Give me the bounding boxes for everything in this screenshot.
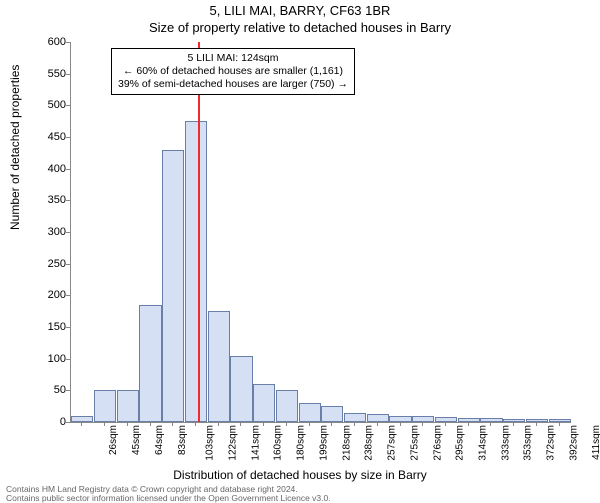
histogram-bar — [253, 384, 275, 422]
x-tick-label: 180sqm — [296, 425, 307, 461]
histogram-bar — [344, 413, 366, 423]
x-tick-mark — [104, 422, 105, 426]
x-tick-label: 392sqm — [568, 425, 579, 461]
y-tick-label: 150 — [6, 321, 66, 333]
annotation-line1: 5 LILI MAI: 124sqm — [118, 52, 348, 65]
chart-title: Size of property relative to detached ho… — [0, 20, 600, 35]
y-tick-label: 100 — [6, 353, 66, 365]
x-tick-label: 83sqm — [177, 425, 188, 455]
x-tick-mark — [240, 422, 241, 426]
annotation-line2: ← 60% of detached houses are smaller (1,… — [118, 65, 348, 78]
reference-line — [198, 42, 200, 422]
histogram-bar — [276, 390, 298, 422]
x-tick-label: 45sqm — [131, 425, 142, 455]
x-tick-label: 372sqm — [546, 425, 557, 461]
histogram-bar — [185, 121, 207, 422]
x-tick-label: 275sqm — [409, 425, 420, 461]
x-tick-mark — [263, 422, 264, 426]
x-tick-mark — [172, 422, 173, 426]
histogram-bar — [139, 305, 161, 422]
y-tick-mark — [66, 169, 70, 170]
y-tick-label: 350 — [6, 194, 66, 206]
x-tick-mark — [513, 422, 514, 426]
x-tick-mark — [286, 422, 287, 426]
x-tick-label: 141sqm — [250, 425, 261, 461]
x-tick-label: 333sqm — [500, 425, 511, 461]
x-tick-mark — [468, 422, 469, 426]
y-tick-label: 0 — [6, 416, 66, 428]
x-tick-mark — [331, 422, 332, 426]
x-tick-label: 257sqm — [387, 425, 398, 461]
y-tick-mark — [66, 327, 70, 328]
y-tick-mark — [66, 42, 70, 43]
histogram-bar — [549, 419, 571, 422]
histogram-bar — [299, 403, 321, 422]
y-tick-label: 600 — [6, 36, 66, 48]
y-tick-mark — [66, 422, 70, 423]
x-tick-label: 314sqm — [478, 425, 489, 461]
x-axis-label: Distribution of detached houses by size … — [0, 468, 600, 482]
x-tick-mark — [445, 422, 446, 426]
y-tick-label: 300 — [6, 226, 66, 238]
y-tick-label: 500 — [6, 99, 66, 111]
x-tick-label: 122sqm — [228, 425, 239, 461]
x-tick-label: 160sqm — [273, 425, 284, 461]
x-tick-mark — [559, 422, 560, 426]
x-tick-label: 276sqm — [432, 425, 443, 461]
x-tick-label: 411sqm — [590, 425, 600, 460]
footer-line2: Contains public sector information licen… — [6, 494, 331, 503]
x-tick-mark — [422, 422, 423, 426]
histogram-bar — [389, 416, 411, 422]
plot-area: 5 LILI MAI: 124sqm ← 60% of detached hou… — [70, 42, 571, 423]
histogram-bar — [367, 414, 389, 422]
y-tick-mark — [66, 74, 70, 75]
x-tick-mark — [81, 422, 82, 426]
x-tick-mark — [536, 422, 537, 426]
x-tick-label: 26sqm — [108, 425, 119, 455]
y-tick-mark — [66, 232, 70, 233]
x-tick-label: 295sqm — [455, 425, 466, 461]
y-tick-mark — [66, 105, 70, 106]
footer-attribution: Contains HM Land Registry data © Crown c… — [6, 485, 331, 503]
x-tick-mark — [377, 422, 378, 426]
y-tick-label: 550 — [6, 68, 66, 80]
annotation-box: 5 LILI MAI: 124sqm ← 60% of detached hou… — [111, 48, 355, 95]
x-tick-mark — [490, 422, 491, 426]
annotation-line3: 39% of semi-detached houses are larger (… — [118, 78, 348, 91]
y-tick-mark — [66, 137, 70, 138]
y-tick-mark — [66, 264, 70, 265]
y-tick-mark — [66, 295, 70, 296]
chart-container: 5, LILI MAI, BARRY, CF63 1BR Size of pro… — [0, 0, 600, 500]
y-tick-mark — [66, 200, 70, 201]
x-tick-label: 199sqm — [318, 425, 329, 461]
y-tick-label: 50 — [6, 384, 66, 396]
histogram-bar — [230, 356, 252, 423]
x-tick-label: 238sqm — [364, 425, 375, 461]
y-tick-label: 400 — [6, 163, 66, 175]
x-tick-label: 218sqm — [341, 425, 352, 461]
x-tick-mark — [309, 422, 310, 426]
y-tick-label: 200 — [6, 289, 66, 301]
histogram-bar — [94, 390, 116, 422]
histogram-bar — [117, 390, 139, 422]
y-tick-mark — [66, 390, 70, 391]
x-tick-mark — [218, 422, 219, 426]
x-tick-mark — [354, 422, 355, 426]
histogram-bar — [321, 406, 343, 422]
x-tick-label: 64sqm — [154, 425, 165, 455]
x-tick-label: 353sqm — [523, 425, 534, 461]
x-tick-mark — [127, 422, 128, 426]
x-tick-mark — [400, 422, 401, 426]
x-tick-mark — [150, 422, 151, 426]
histogram-bar — [208, 311, 230, 422]
histogram-bar — [162, 150, 184, 422]
y-tick-mark — [66, 359, 70, 360]
supertitle: 5, LILI MAI, BARRY, CF63 1BR — [0, 3, 600, 18]
y-tick-label: 450 — [6, 131, 66, 143]
y-tick-label: 250 — [6, 258, 66, 270]
x-tick-mark — [195, 422, 196, 426]
x-tick-label: 103sqm — [205, 425, 216, 461]
